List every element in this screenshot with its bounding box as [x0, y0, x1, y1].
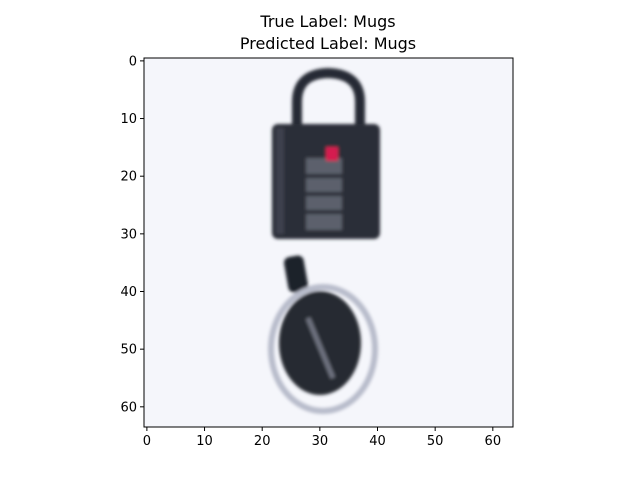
y-tick-label: 10	[120, 112, 137, 127]
y-axis: 0 10 20 30 40 50 60	[120, 54, 144, 415]
y-tick-label: 0	[129, 54, 137, 69]
padlock-red-indicator	[326, 147, 338, 161]
padlock-shackle	[292, 67, 365, 126]
y-tick-label: 60	[120, 400, 137, 415]
x-tick-label: 10	[196, 434, 213, 449]
x-tick-label: 0	[143, 434, 151, 449]
tag-strap	[283, 255, 309, 293]
x-tick-label: 20	[254, 434, 271, 449]
x-tick-label: 60	[485, 434, 502, 449]
axes-frame	[143, 57, 514, 428]
x-axis: 0 10 20 30 40 50 60	[143, 427, 501, 449]
image-area	[144, 58, 513, 427]
x-tick-label: 40	[369, 434, 386, 449]
chart-title-line-1: True Label: Mugs	[259, 12, 395, 31]
x-tick-label: 30	[312, 434, 329, 449]
chart-title-line-2: Predicted Label: Mugs	[240, 34, 416, 53]
tag-ring	[268, 284, 378, 414]
y-tick-label: 20	[120, 170, 137, 185]
y-tick-label: 40	[120, 285, 137, 300]
y-tick-label: 50	[120, 343, 137, 358]
x-tick-label: 50	[427, 434, 444, 449]
y-tick-label: 30	[120, 227, 137, 242]
